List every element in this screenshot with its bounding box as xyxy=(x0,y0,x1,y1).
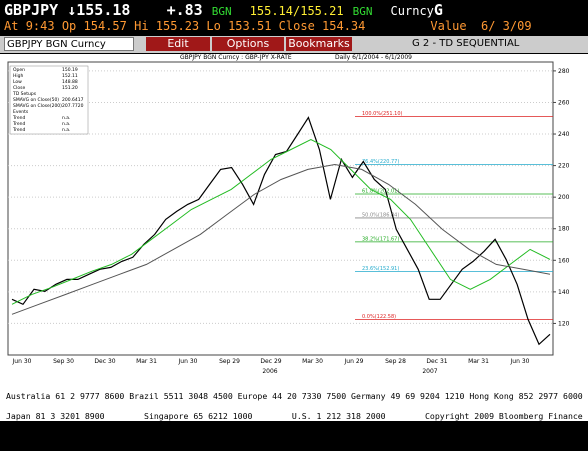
fib-label: 100.0%(251.10) xyxy=(362,111,403,117)
y-tick-label: 180 xyxy=(558,226,570,233)
legend-value: 151.20 xyxy=(62,85,78,91)
legend-value: 207.7720 xyxy=(62,103,84,109)
footer-line: Japan 81 3 3201 8900 Singapore 65 6212 1… xyxy=(6,411,588,421)
legend-value: 200.6417 xyxy=(62,97,84,103)
bookmarks-button[interactable]: Bookmarks xyxy=(286,37,352,51)
x-tick-label: Jun 30 xyxy=(510,358,530,365)
quote-key: At xyxy=(4,19,19,33)
quote-key: Lo xyxy=(206,19,221,33)
legend-value: n.a. xyxy=(62,128,70,133)
legend-key: Trend xyxy=(12,115,25,121)
change: +.83 xyxy=(166,1,203,19)
security-dropdown[interactable]: GBPJPY BGN Curncy xyxy=(4,37,134,51)
quote-value: 155.23 xyxy=(155,19,200,33)
value-date: 6/ 3/09 xyxy=(481,19,532,33)
x-tick-label: Jun 30 xyxy=(12,358,32,365)
src: BGN xyxy=(352,5,373,18)
legend-key: Open xyxy=(13,67,25,73)
legend-value: 152.11 xyxy=(62,73,78,79)
footer-line: SN 600665 A442-399-2 01-Jun-2009 09:43:1… xyxy=(377,431,580,441)
legend-value: 150.19 xyxy=(62,67,78,73)
quote-detail: At 9:43 Op 154.57 Hi 155.23 Lo 153.51 Cl… xyxy=(4,19,532,33)
legend-key: Trend xyxy=(12,121,25,127)
quote-key: Hi xyxy=(134,19,149,33)
y-tick-label: 120 xyxy=(558,320,570,327)
src: BGN xyxy=(211,5,232,18)
y-tick-label: 160 xyxy=(558,257,570,264)
legend-key: TD Setups xyxy=(12,91,37,97)
y-tick-label: 140 xyxy=(558,289,570,296)
quote-line: GBPJPY ↓155.18 +.83 BGN 155.14/155.21 BG… xyxy=(4,1,443,19)
x-tick-label: Dec 29 xyxy=(260,358,281,365)
quote-value: 154.57 xyxy=(83,19,127,33)
x-tick-label: Mar 31 xyxy=(136,358,157,365)
x-tick-label: Sep 28 xyxy=(385,358,406,365)
fib-label: 50.0%(186.84) xyxy=(362,212,399,218)
legend-key: High xyxy=(13,73,23,79)
year-label: 2007 xyxy=(422,368,437,375)
fib-label: 76.4%(220.77) xyxy=(362,159,399,165)
value-label: Value xyxy=(430,19,467,33)
fib-label: 23.6%(152.91) xyxy=(362,266,399,272)
year-label: 2006 xyxy=(262,368,277,375)
header: GBPJPY ↓155.18 +.83 BGN 155.14/155.21 BG… xyxy=(0,0,588,36)
quote-value: 9:43 xyxy=(25,19,55,33)
screen-name: G 2 - TD SEQUENTIAL xyxy=(412,38,520,49)
footer: Australia 61 2 9777 8600 Brazil 5511 304… xyxy=(0,381,588,441)
footer-line: Australia 61 2 9777 8600 Brazil 5511 304… xyxy=(6,391,583,401)
legend-value: n.a. xyxy=(62,122,70,127)
y-tick-label: 280 xyxy=(558,68,570,75)
quote-key: Close xyxy=(278,19,315,33)
legend-box xyxy=(9,65,89,135)
y-tick-label: 220 xyxy=(558,163,570,170)
plot-frame xyxy=(7,61,554,356)
x-tick-label: Dec 30 xyxy=(94,358,115,365)
y-tick-label: 240 xyxy=(558,131,570,138)
y-tick-label: 200 xyxy=(558,194,570,201)
legend-key: Low xyxy=(13,79,22,85)
legend-value: 148.88 xyxy=(62,79,78,85)
series-line xyxy=(11,116,551,346)
x-tick-label: Sep 29 xyxy=(219,358,240,365)
x-tick-label: Sep 30 xyxy=(53,358,74,365)
x-tick-label: Dec 31 xyxy=(426,358,447,365)
toolbar: GBPJPY BGN Curncy Edit Options Bookmarks… xyxy=(0,36,588,53)
fib-label: 0.0%(122.58) xyxy=(362,314,396,320)
chart: GBPJPY BGN Curncy : GBP-JPY X-RATE Daily… xyxy=(0,54,588,381)
options-button[interactable]: Options xyxy=(212,37,284,51)
edit-button[interactable]: Edit xyxy=(146,37,210,51)
series-line xyxy=(11,139,551,305)
bidask: 155.14/155.21 xyxy=(249,4,344,18)
legend-key: Close xyxy=(13,85,25,91)
sector: Curncy xyxy=(390,4,434,18)
quote-value: 153.51 xyxy=(228,19,272,33)
legend-key: SMAVG on Close(200) xyxy=(13,103,62,109)
ticker: GBPJPY xyxy=(4,1,59,19)
legend-key: SMAVG on Close(50) xyxy=(13,97,59,103)
chart-title: GBPJPY BGN Curncy : GBP-JPY X-RATE xyxy=(180,54,292,61)
screen: GBPJPY ↓155.18 +.83 BGN 155.14/155.21 BG… xyxy=(0,0,588,441)
legend-value: n.a. xyxy=(62,116,70,121)
y-tick-label: 260 xyxy=(558,99,570,106)
chart-subtitle: Daily 6/1/2004 - 6/1/2009 xyxy=(335,54,412,61)
x-tick-label: Mar 31 xyxy=(468,358,489,365)
g: G xyxy=(433,1,443,19)
fib-label: 61.8%(202.01) xyxy=(362,188,399,194)
last: ↓155.18 xyxy=(67,1,131,19)
quote-value: 154.34 xyxy=(322,19,366,33)
chart-bg xyxy=(0,54,588,381)
legend-key: Trend xyxy=(12,127,25,133)
x-tick-label: Jun 30 xyxy=(178,358,198,365)
x-tick-label: Jun 29 xyxy=(344,358,364,365)
fib-label: 38.2%(171.67) xyxy=(362,236,399,242)
legend-key: Events xyxy=(13,109,29,115)
series-line xyxy=(11,163,551,315)
x-tick-label: Mar 30 xyxy=(302,358,323,365)
quote-key: Op xyxy=(61,19,77,33)
